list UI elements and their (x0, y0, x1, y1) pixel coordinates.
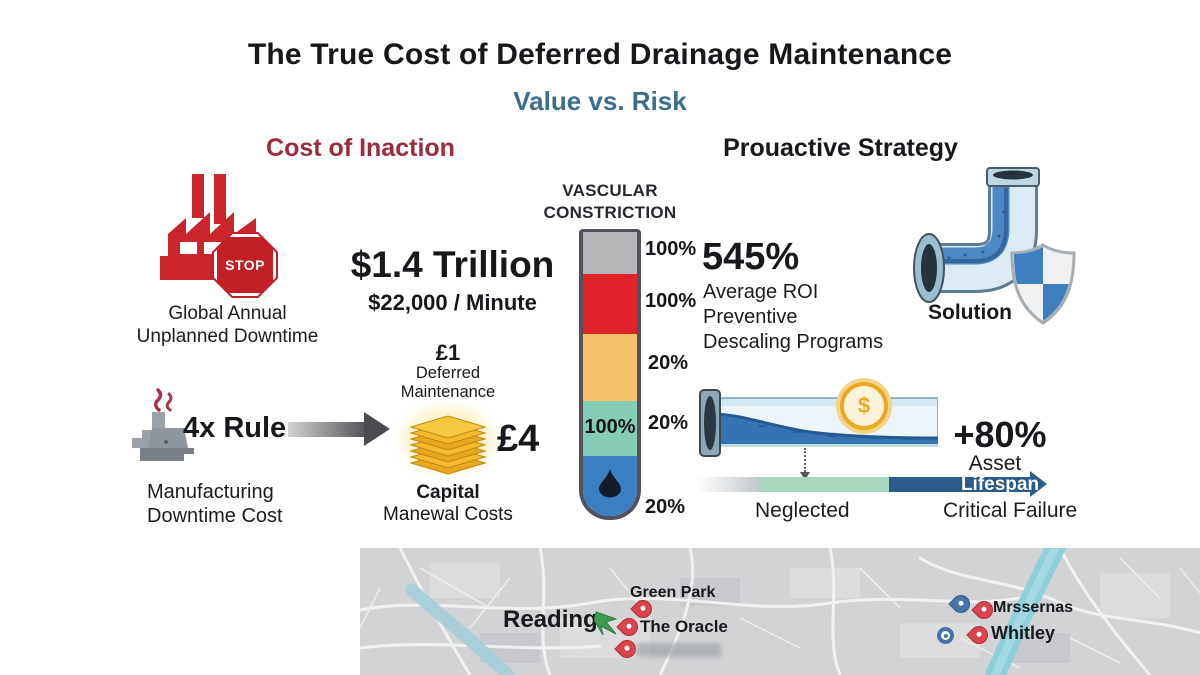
lifespan-word: Lifespan (960, 474, 1040, 495)
map-city-label: Reading (503, 606, 598, 633)
oil-droplet-icon (599, 469, 621, 498)
deferred-caption: Deferred Maintenance (400, 364, 496, 402)
rule-caption: Manufacturing Downtime Cost (147, 481, 283, 528)
map-ring-pin (937, 627, 954, 644)
page-title: The True Cost of Deferred Drainage Maint… (247, 38, 953, 71)
lifespan-bar-neglected (759, 477, 889, 492)
stop-sign-icon: STOP (212, 232, 278, 298)
tube-segment-gray (583, 232, 637, 274)
capital-caption: Manewal Costs (383, 504, 513, 525)
downtime-caption: Global Annual Unplanned Downtime (136, 303, 319, 348)
downtime-rate: $22,000 / Minute (368, 290, 537, 315)
lifespan-bar-arrow-tip (1030, 471, 1047, 497)
stop-sign-label: STOP (214, 234, 276, 296)
down-arrow-icon (800, 472, 810, 480)
tube-pct-1: 100% (645, 238, 697, 260)
pipe-elbow-icon (913, 167, 1040, 303)
map-label-mrssernas: Mrssernas (993, 599, 1074, 616)
page-subtitle: Value vs. Risk (513, 86, 687, 116)
right-arrow-icon (288, 412, 390, 446)
dollar-coin-icon: $ (840, 382, 888, 430)
dotted-connector (804, 448, 806, 472)
city-map: Reading Green Park The Oracle Mrssernas … (360, 548, 1200, 675)
solution-label: Solution (928, 301, 1012, 324)
capital-amount: £4 (497, 418, 540, 460)
map-roads (360, 548, 1200, 675)
tube-segment-blue (583, 456, 637, 516)
downtime-amount: $1.4 Trillion (350, 244, 555, 285)
small-factory-icon (132, 388, 194, 461)
horizontal-pipe-icon (699, 389, 938, 457)
tube-segment-orange (583, 334, 637, 401)
rule-label: 4x Rule (183, 412, 287, 444)
map-label-green-park: Green Park (630, 584, 716, 601)
vascular-title: VASCULAR CONSTRICTION (543, 181, 677, 223)
roi-caption: Average ROI Preventive Descaling Program… (703, 281, 884, 354)
tube-segment-teal: 100% (583, 401, 637, 456)
lifespan-bar-failure (889, 477, 1030, 492)
neglected-label: Neglected (755, 499, 850, 522)
green-arrow-icon (594, 611, 618, 636)
tube-pct-2: 100% (645, 290, 697, 312)
tube-pct-5: 20% (645, 496, 686, 518)
heading-proactive-strategy: Prouactive Strategy (723, 134, 958, 162)
asset-word: Asset (968, 452, 1022, 475)
heading-cost-of-inaction: Cost of Inaction (266, 134, 455, 162)
lifespan-bar-fade (697, 477, 759, 492)
shield-icon (1010, 243, 1076, 325)
lifespan-value: +80% (953, 414, 1047, 455)
vascular-tube: 100% (579, 229, 641, 520)
critical-failure-label: Critical Failure (943, 499, 1078, 522)
tube-pct-4: 20% (648, 412, 689, 434)
blurred-map-label (636, 643, 721, 657)
deferred-amount: £1 (435, 340, 461, 365)
map-label-the-oracle: The Oracle (640, 617, 728, 636)
roi-value: 545% (702, 236, 800, 278)
map-label-whitley: Whitley (991, 623, 1056, 643)
coin-stack-icon (402, 408, 494, 475)
tube-inner-label: 100% (584, 416, 636, 438)
tube-segment-red (583, 274, 637, 334)
capital-caption-bold: Capital (416, 482, 480, 503)
tube-pct-3: 20% (648, 352, 689, 374)
